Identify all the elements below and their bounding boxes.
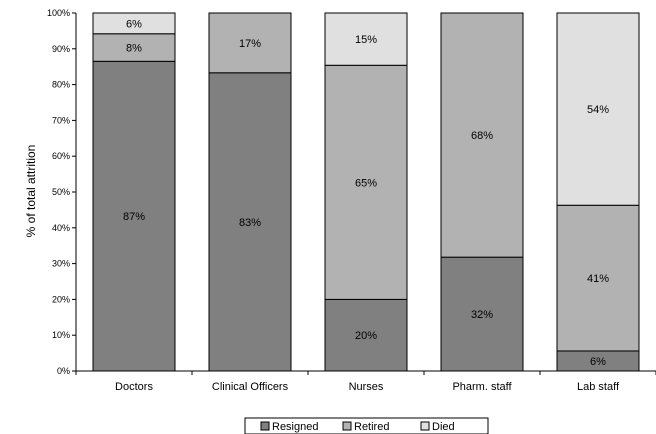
data-label: 68% <box>471 130 493 142</box>
data-label: 83% <box>239 217 261 229</box>
category-label: Doctors <box>115 381 153 393</box>
category-label: Pharm. staff <box>452 381 512 393</box>
data-label: 6% <box>590 356 606 368</box>
data-label: 8% <box>126 43 142 55</box>
y-tick-label: 60% <box>52 151 70 161</box>
legend-label-died: Died <box>432 421 455 433</box>
y-axis-label: % of total attrition <box>24 145 38 238</box>
y-tick-label: 20% <box>52 294 70 304</box>
y-tick-label: 100% <box>47 8 70 18</box>
legend-label-resigned: Resigned <box>272 421 318 433</box>
bar-segment-resigned-clinical-officers <box>208 72 292 372</box>
data-label: 41% <box>587 273 609 285</box>
bar-segment-resigned-nurses <box>324 298 408 372</box>
y-tick-label: 10% <box>52 330 70 340</box>
category-label: Clinical Officers <box>212 381 289 393</box>
data-label: 17% <box>239 38 261 50</box>
legend-label-retired: Retired <box>354 421 389 433</box>
plot-area: 0% 10% 20% 30% 40% 50% 60% 70% 80% 90% 100% 87% 8% 6%… <box>47 8 656 393</box>
bar-segment-retired-pharm-staff <box>440 12 524 258</box>
category-label: Nurses <box>349 381 384 393</box>
legend: Resigned Retired Died <box>244 417 489 434</box>
data-label: 87% <box>123 211 145 223</box>
category-label: Lab staff <box>577 381 620 393</box>
y-tick-label: 0% <box>57 366 70 376</box>
data-label: 15% <box>355 34 377 46</box>
bar-segment-died-lab-staff <box>556 12 640 206</box>
y-tick-label: 70% <box>52 115 70 125</box>
legend-swatch-retired <box>342 421 352 431</box>
bar-segment-died-doctors <box>92 12 176 35</box>
data-label: 6% <box>126 18 142 30</box>
data-label: 54% <box>587 104 609 116</box>
bar-segment-resigned-pharm-staff <box>440 256 524 372</box>
legend-swatch-resigned <box>260 421 270 431</box>
bar-segment-retired-clinical-officers <box>208 12 292 74</box>
y-tick-label: 30% <box>52 259 70 269</box>
bar-segment-retired-nurses <box>324 64 408 300</box>
y-tick-label: 40% <box>52 223 70 233</box>
data-label: 32% <box>471 309 493 321</box>
data-label: 65% <box>355 177 377 189</box>
data-label: 20% <box>355 330 377 342</box>
bar-segment-died-nurses <box>324 12 408 66</box>
y-tick-label: 80% <box>52 80 70 90</box>
bar-segment-retired-lab-staff <box>556 204 640 352</box>
y-tick-label: 50% <box>52 187 70 197</box>
legend-swatch-died <box>420 421 430 431</box>
y-tick-label: 90% <box>52 44 70 54</box>
